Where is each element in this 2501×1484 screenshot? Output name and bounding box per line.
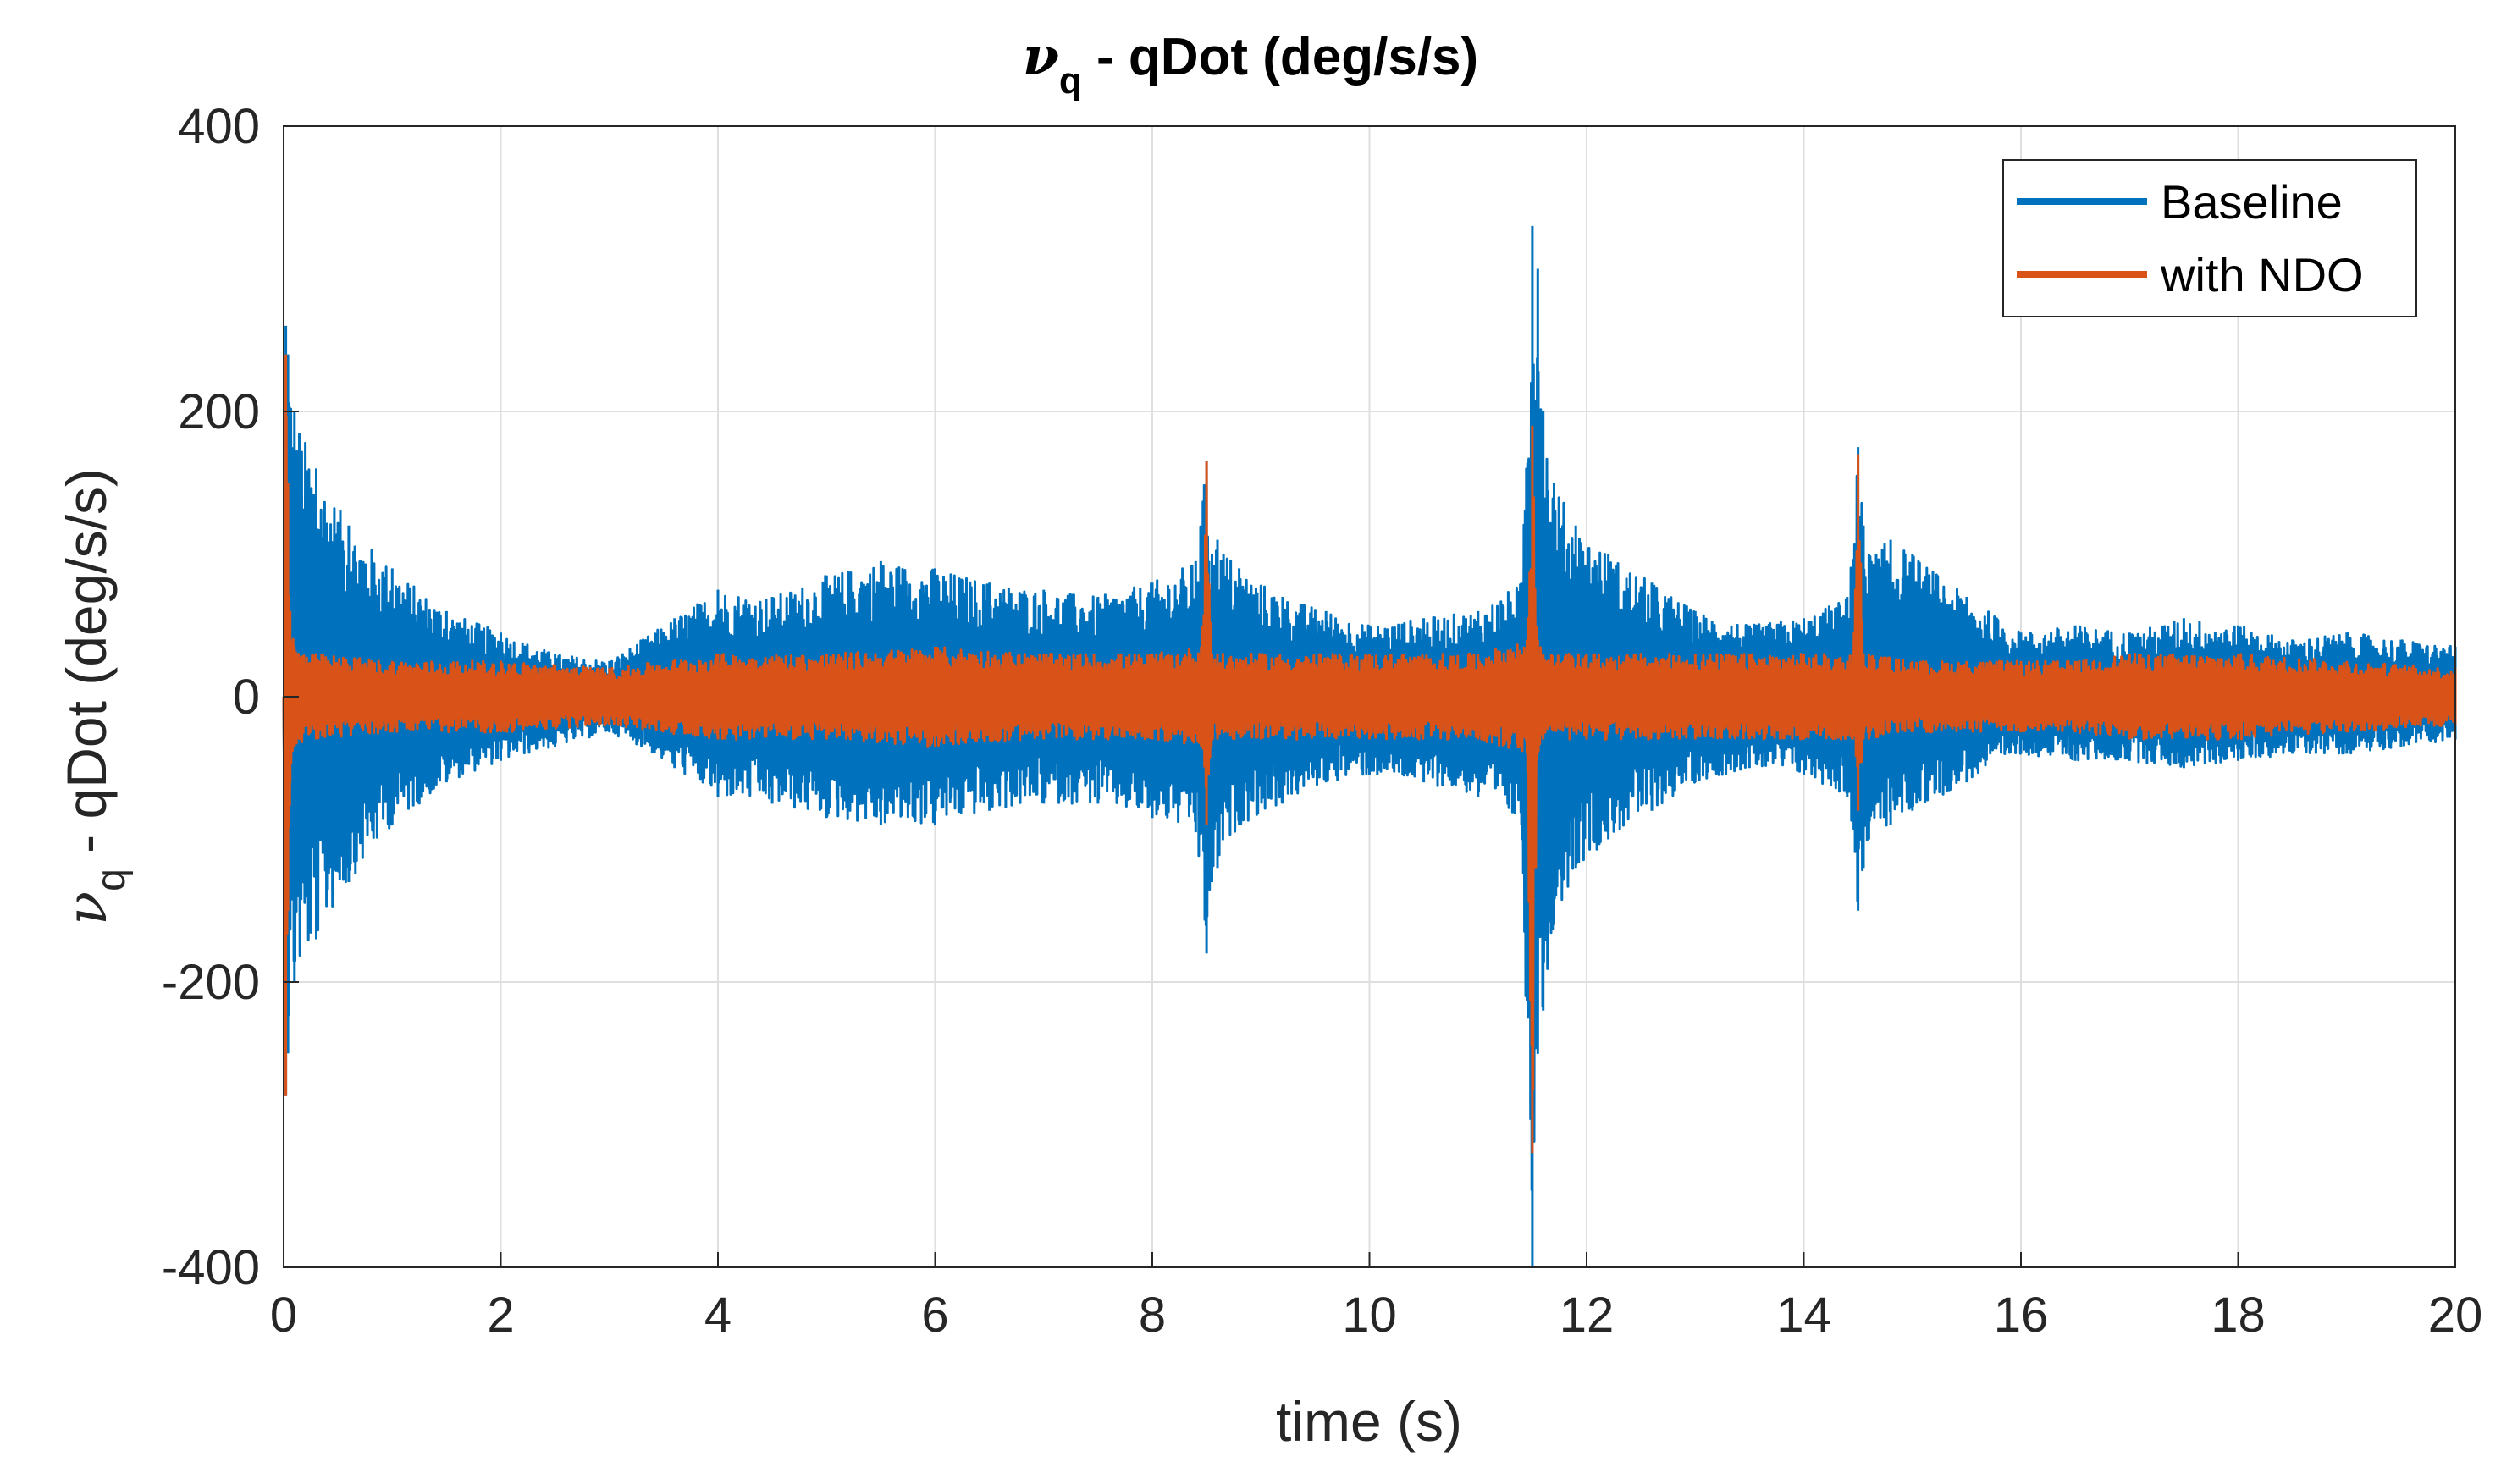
chart-title-symbol: ν — [1023, 25, 1059, 87]
y-axis-title-text: - qDot (deg/s/s) — [55, 468, 118, 869]
y-axis: -400 -200 0 200 400 — [162, 99, 299, 1295]
y-axis-title-subscript: q — [89, 869, 134, 891]
legend: Baseline with NDO — [2002, 159, 2417, 317]
x-tick-label: 20 — [2428, 1288, 2483, 1343]
x-tick-label: 2 — [487, 1288, 514, 1343]
x-tick-label: 12 — [1560, 1288, 1615, 1343]
chart-title-text: - qDot (deg/s/s) — [1082, 28, 1478, 86]
x-tick-label: 14 — [1776, 1288, 1831, 1343]
y-tick-label: 200 — [178, 384, 260, 439]
legend-box — [2002, 159, 2417, 317]
y-tick-label: 0 — [233, 670, 260, 725]
y-axis-title-symbol: ν — [54, 891, 119, 925]
y-tick-label: -400 — [162, 1240, 260, 1295]
x-tick-label: 16 — [1994, 1288, 2049, 1343]
legend-label-with-ndo: with NDO — [2160, 248, 2364, 301]
plot-area — [282, 125, 2457, 1268]
chart-title: νq - qDot (deg/s/s) — [1023, 25, 1478, 102]
x-tick-label: 8 — [1139, 1288, 1166, 1343]
x-axis: 0 2 4 6 8 10 12 14 16 18 20 — [270, 1252, 2482, 1343]
y-tick-label: 400 — [178, 99, 260, 154]
chart-title-subscript: q — [1059, 60, 1082, 102]
y-axis-title: νq - qDot (deg/s/s) — [54, 468, 134, 925]
legend-label-baseline: Baseline — [2161, 175, 2343, 229]
x-tick-label: 4 — [704, 1288, 732, 1343]
y-tick-label: -200 — [162, 955, 260, 1010]
x-tick-label: 10 — [1342, 1288, 1397, 1343]
x-axis-title: time (s) — [1276, 1390, 1462, 1453]
x-tick-label: 18 — [2211, 1288, 2266, 1343]
x-tick-label: 0 — [270, 1288, 297, 1343]
x-tick-label: 6 — [921, 1288, 948, 1343]
